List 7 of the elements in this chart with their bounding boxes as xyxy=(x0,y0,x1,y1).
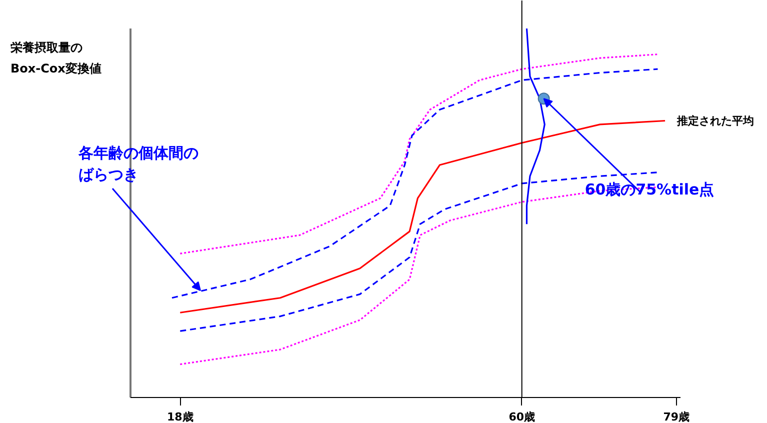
x-tick-label: 18歳 xyxy=(166,410,194,423)
annotation: 推定された平均 xyxy=(676,114,754,128)
y-axis-title: 栄養摂取量のBox-Cox変換値 xyxy=(10,40,102,76)
x-tick-label: 79歳 xyxy=(663,410,690,423)
x-tick-label: 60歳 xyxy=(508,410,536,423)
annotation: 60歳の75%tile点 xyxy=(584,180,714,199)
annotation: 各年齢の個体間のばらつき xyxy=(77,144,198,184)
